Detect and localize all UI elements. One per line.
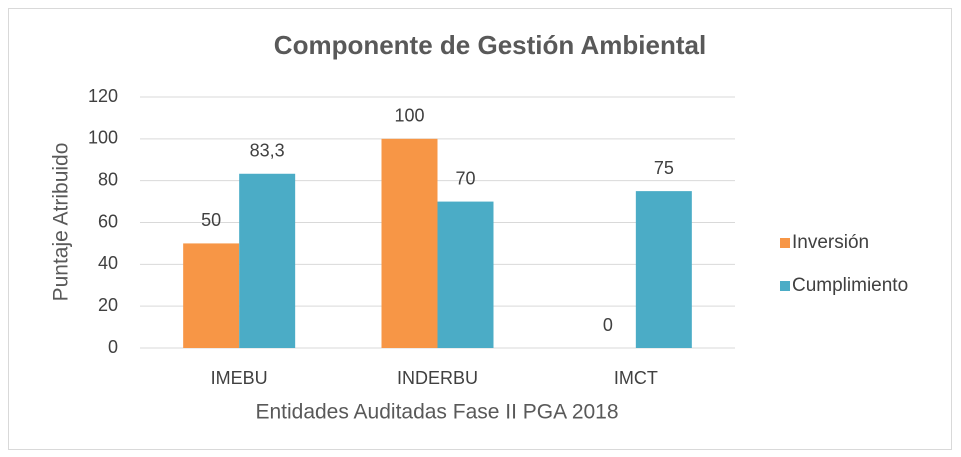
data-label: 100 — [394, 106, 424, 126]
legend-swatch — [780, 238, 790, 248]
y-tick-label: 100 — [88, 128, 118, 148]
x-tick-label: INDERBU — [397, 368, 478, 388]
chart-title: Componente de Gestión Ambiental — [274, 30, 706, 60]
bar — [635, 191, 692, 348]
bar — [239, 173, 296, 348]
y-tick-label: 60 — [98, 211, 118, 231]
y-tick-label: 40 — [98, 253, 118, 273]
y-tick-label: 20 — [98, 295, 118, 315]
y-tick-label: 80 — [98, 169, 118, 189]
data-label: 0 — [603, 315, 613, 335]
data-label: 70 — [455, 168, 475, 188]
data-label: 75 — [654, 158, 674, 178]
y-tick-label: 120 — [88, 86, 118, 106]
legend-swatch — [780, 281, 790, 291]
data-label: 50 — [201, 210, 221, 230]
x-tick-label: IMEBU — [211, 368, 268, 388]
y-axis-label: Puntaje Atribuido — [50, 143, 73, 302]
x-tick-label: IMCT — [614, 368, 658, 388]
bar — [183, 243, 240, 348]
data-label: 83,3 — [250, 141, 285, 161]
legend-label: Cumplimiento — [792, 275, 908, 296]
bar — [381, 138, 438, 348]
x-axis-label: Entidades Auditadas Fase II PGA 2018 — [255, 401, 618, 424]
legend-label: Inversión — [792, 232, 869, 253]
y-tick-label: 0 — [108, 337, 118, 357]
bar — [437, 201, 494, 348]
